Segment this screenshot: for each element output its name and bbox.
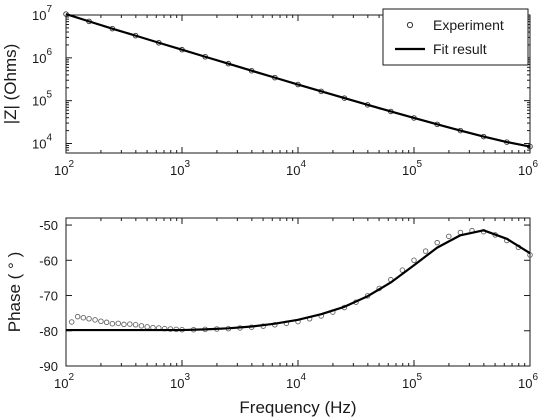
x-tick-base: 10 <box>518 376 532 391</box>
y-tick-base: 10 <box>32 94 46 109</box>
x-tick-base: 10 <box>402 376 416 391</box>
plot-frame <box>65 217 531 367</box>
experiment-point <box>103 319 110 326</box>
y-tick-label: -50 <box>39 218 58 233</box>
x-tick-label: 104 <box>286 159 306 178</box>
x-tick-base: 10 <box>54 163 68 178</box>
legend-box <box>382 8 529 66</box>
experiment-point <box>68 319 75 325</box>
experiment-point <box>144 324 150 330</box>
fit-result-line <box>66 229 531 332</box>
x-tick-exponent: 5 <box>416 159 422 170</box>
experiment-point <box>132 322 139 328</box>
x-tick-exponent: 4 <box>300 372 306 383</box>
y-tick-label: -90 <box>39 359 58 374</box>
fit-series <box>66 229 531 332</box>
x-tick-label: 105 <box>402 372 422 391</box>
x-tick-exponent: 4 <box>300 159 306 170</box>
x-tick-base: 10 <box>54 376 68 391</box>
x-tick-exponent: 3 <box>184 159 190 170</box>
experiment-point <box>80 314 87 321</box>
legend: Experiment Fit result <box>382 8 529 66</box>
x-axis-label: Frequency (Hz) <box>239 398 356 417</box>
legend-entry-label: Experiment <box>433 17 504 33</box>
x-tick-exponent: 2 <box>68 159 74 170</box>
experiment-point <box>411 257 417 264</box>
x-tick-exponent: 6 <box>532 372 538 383</box>
y-tick-exponent: 6 <box>46 47 52 58</box>
x-tick-label: 102 <box>54 159 74 178</box>
experiment-point <box>98 318 104 324</box>
experiment-point <box>121 321 127 328</box>
y-tick-label: -70 <box>39 289 58 304</box>
y-tick-label: 105 <box>32 90 52 109</box>
x-tick-base: 10 <box>518 163 532 178</box>
experiment-point <box>109 320 116 327</box>
x-tick-base: 10 <box>170 163 184 178</box>
y-tick-base: 10 <box>32 136 46 151</box>
x-tick-base: 10 <box>402 163 416 178</box>
x-tick-label: 106 <box>518 372 538 391</box>
x-tick-label: 105 <box>402 159 422 178</box>
y-tick-exponent: 4 <box>46 132 52 143</box>
x-tick-label: 102 <box>54 372 74 391</box>
y-tick-base: 10 <box>32 8 46 23</box>
experiment-point <box>434 239 440 246</box>
experiment-point <box>138 323 145 329</box>
x-tick-exponent: 6 <box>532 159 538 170</box>
experiment-point <box>92 317 98 323</box>
x-tick-exponent: 2 <box>68 372 74 383</box>
y-tick-label: 107 <box>32 4 52 23</box>
x-tick-exponent: 3 <box>184 372 190 383</box>
x-tick-exponent: 5 <box>416 372 422 383</box>
y-tick-exponent: 5 <box>46 90 52 101</box>
x-tick-label: 106 <box>518 159 538 178</box>
fit-series <box>65 13 531 148</box>
experiment-point <box>446 233 452 240</box>
experiment-point <box>74 313 81 320</box>
y-axis-label: Phase ( ° ) <box>5 252 24 333</box>
y-tick-label: 104 <box>32 132 52 151</box>
y-tick-label: 106 <box>32 47 52 66</box>
experiment-series <box>68 227 533 333</box>
legend-entry-label: Fit result <box>433 41 487 57</box>
experiment-point <box>127 321 133 327</box>
x-tick-base: 10 <box>286 163 300 178</box>
x-tick-label: 104 <box>286 372 306 391</box>
experiment-point <box>422 248 429 254</box>
legend-swatch-circle <box>406 21 414 29</box>
fit-result-line <box>65 13 531 148</box>
x-tick-base: 10 <box>170 376 184 391</box>
experiment-point <box>86 316 92 322</box>
y-tick-label: -60 <box>39 253 58 268</box>
x-tick-label: 103 <box>170 159 190 178</box>
experiment-point <box>115 320 121 327</box>
y-tick-base: 10 <box>32 51 46 66</box>
x-tick-label: 103 <box>170 372 190 391</box>
experiment-point <box>399 267 406 273</box>
y-axis-label: |Z| (Ohms) <box>1 44 20 125</box>
x-tick-base: 10 <box>286 376 300 391</box>
y-tick-exponent: 7 <box>46 4 52 15</box>
y-tick-label: -80 <box>39 324 58 339</box>
